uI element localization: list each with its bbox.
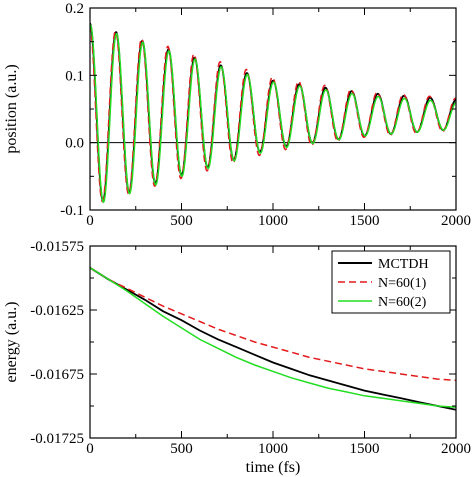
series-line-2	[90, 267, 456, 409]
y-tick-label: -0.01675	[30, 367, 84, 383]
series-line-1	[90, 24, 456, 203]
x-tick-label: 1000	[258, 213, 288, 229]
y-tick-label: 0.2	[65, 1, 84, 17]
series-group	[90, 267, 456, 411]
x-tick-label: 1000	[258, 441, 288, 457]
series-line-0	[90, 267, 456, 411]
x-tick-label: 0	[86, 213, 94, 229]
x-tick-label: 1500	[350, 441, 380, 457]
y-tick-label: -0.01575	[30, 239, 84, 255]
series-line-1	[90, 267, 456, 382]
x-tick-label: 500	[170, 213, 193, 229]
y-tick-label: -0.01725	[30, 431, 84, 447]
energy-panel: 0 500 1000 1500 2000 -0.01725 -0.01675 -0.01625…	[3, 239, 471, 476]
x-tick-label: 2000	[441, 213, 471, 229]
legend-label-1: N=60(1)	[378, 276, 427, 291]
y-tick-label: 0.1	[65, 68, 84, 84]
y-tick-label: -0.01625	[30, 303, 84, 319]
x-axis-label: time (fs)	[246, 459, 301, 476]
x-tick-label: 500	[170, 441, 193, 457]
series-line-2	[90, 24, 456, 203]
series-group	[90, 22, 456, 203]
y-axis-label: position (a.u.)	[3, 64, 20, 153]
y-tick-label: 0.0	[65, 136, 84, 152]
x-tick-label: 2000	[441, 441, 471, 457]
y-axis-label: energy (a.u.)	[3, 302, 20, 383]
x-tick-label: 0	[86, 441, 94, 457]
x-tick-label: 1500	[350, 213, 380, 229]
plot-frame	[89, 7, 457, 211]
legend-label-0: MCTDH	[378, 257, 429, 272]
position-panel: 0 500 1000 1500 2000 -0.1 0.0 0.1 0.2 position (a…	[3, 1, 471, 229]
legend: MCTDH N=60(1) N=60(2)	[331, 250, 451, 314]
y-tick-label: -0.1	[60, 203, 84, 219]
legend-label-2: N=60(2)	[378, 295, 427, 310]
